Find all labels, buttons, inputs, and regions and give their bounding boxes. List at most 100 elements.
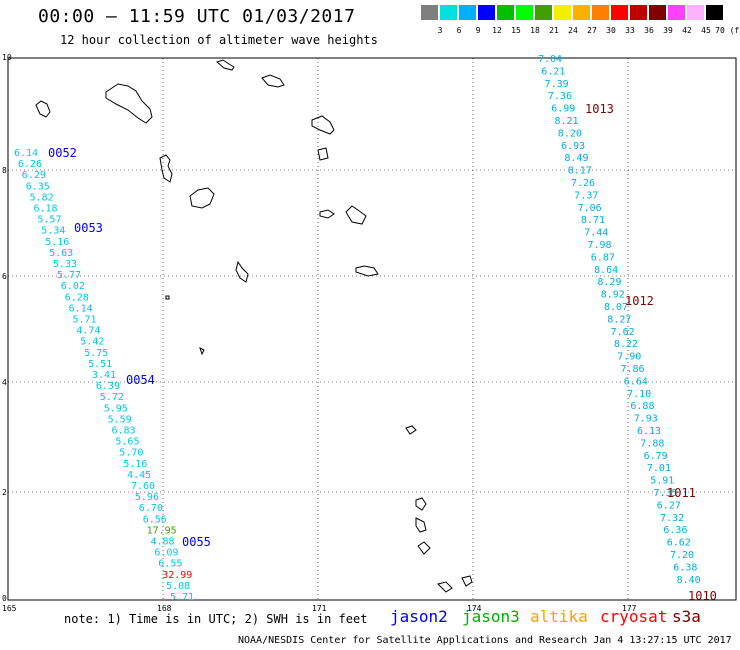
colorbar-label: 9 [475, 26, 481, 35]
colorbar-swatch [497, 5, 514, 20]
island [345, 205, 367, 225]
wave-height-value: 8.40 [677, 575, 701, 586]
lat-tick-label: 10 [2, 53, 12, 62]
wave-height-value: 7.36 [548, 91, 572, 102]
colorbar-label: 18 [530, 26, 540, 35]
wave-height-value: 8.21 [555, 116, 579, 127]
wave-height-value: 5.63 [49, 248, 73, 259]
lon-tick-label: 174 [467, 604, 482, 613]
wave-height-value: 6.28 [65, 292, 89, 303]
lon-tick-label: 177 [622, 604, 637, 613]
wave-height-value: 6.64 [624, 376, 648, 387]
pass-id-label: 0055 [182, 535, 211, 549]
wave-height-value: 7.32 [660, 513, 684, 524]
wave-height-value: 5.16 [45, 237, 69, 248]
wave-height-value: 8.07 [604, 302, 628, 313]
wave-height-value: 5.82 [30, 192, 54, 203]
wave-height-value: 6.26 [18, 159, 42, 170]
wave-height-value: 6.88 [630, 401, 654, 412]
wave-height-value: 5.96 [135, 492, 159, 503]
colorbar-label: 36 [644, 26, 654, 35]
wave-height-value: 8.49 [564, 153, 588, 164]
legend-s3a: s3a [672, 607, 701, 626]
island [165, 295, 170, 300]
wave-height-value: 6.70 [139, 503, 163, 514]
wave-height-value: 6.62 [667, 538, 691, 549]
colorbar-label: 45 [701, 26, 711, 35]
colorbar-swatch [516, 5, 533, 20]
colorbar-swatch [630, 5, 647, 20]
colorbar-label: 30 [606, 26, 616, 35]
island [405, 425, 417, 435]
island [317, 147, 329, 161]
map-title: 00:00 — 11:59 UTC 01/03/2017 [38, 6, 356, 27]
wave-height-value: 6.21 [541, 66, 565, 77]
wave-height-value: 3.41 [92, 370, 116, 381]
pass-id-label: 1010 [688, 589, 717, 603]
island [417, 541, 431, 555]
lat-tick-label: 4 [2, 378, 7, 387]
wave-height-value: 8.29 [597, 277, 621, 288]
colorbar-label: 33 [625, 26, 635, 35]
island [415, 517, 427, 533]
wave-height-value: 5.42 [80, 337, 104, 348]
pass-id-label: 1012 [625, 294, 654, 308]
island [35, 100, 51, 118]
pass-id-label: 0053 [74, 221, 103, 235]
island [319, 209, 335, 219]
island [311, 115, 335, 135]
island [461, 575, 473, 587]
wave-height-value: 5.71 [73, 315, 97, 326]
wave-height-value: 4.88 [151, 537, 175, 548]
island [159, 154, 173, 183]
wave-height-value: 5.95 [104, 403, 128, 414]
wave-height-value: 6.36 [663, 525, 687, 536]
wave-height-value: 6.27 [657, 500, 681, 511]
wave-height-value: 7.62 [611, 327, 635, 338]
lat-tick-label: 6 [2, 272, 7, 281]
wave-height-value: 7.44 [584, 228, 608, 239]
colorbar-swatch [554, 5, 571, 20]
map-frame [7, 57, 737, 601]
colorbar-swatch [687, 5, 704, 20]
wave-height-value: 7.35 [654, 488, 678, 499]
wave-height-value: 7.86 [621, 364, 645, 375]
wave-height-value: 8.27 [607, 314, 631, 325]
wave-height-value: 7.93 [634, 414, 658, 425]
wave-height-value: 5.65 [115, 437, 139, 448]
colorbar-swatch [668, 5, 685, 20]
colorbar-swatch [592, 5, 609, 20]
wave-height-value: 32.99 [162, 570, 192, 581]
wave-height-value: 5.77 [57, 270, 81, 281]
wave-height-value: 5.08 [166, 581, 190, 592]
wave-height-value: 7.37 [574, 190, 598, 201]
wave-height-value: 5.72 [100, 392, 124, 403]
legend-jason3: jason3 [462, 607, 520, 626]
altimeter-track-east: 7.046.21 7.397.36 6.998.218.20 6.938.49 8.17… [538, 54, 701, 586]
wave-height-value: 6.87 [591, 252, 615, 263]
wave-height-value: 5.57 [37, 215, 61, 226]
wave-height-value: 6.39 [96, 381, 120, 392]
wave-height-value: 6.14 [14, 148, 38, 159]
pass-id-label: 1013 [585, 102, 614, 116]
legend-jason2: jason2 [390, 607, 448, 626]
pass-id-label: 0054 [126, 373, 155, 387]
wave-height-value: 8.17 [568, 166, 592, 177]
island [437, 581, 453, 593]
colorbar-label: 15 [511, 26, 521, 35]
colorbar-swatch [535, 5, 552, 20]
legend-altika: altika [530, 607, 588, 626]
island [189, 187, 215, 209]
altimeter-track-west: 6.146.266.296.355.826.185.575.345.165.63… [14, 148, 194, 603]
lat-tick-label: 2 [2, 488, 7, 497]
island [199, 347, 205, 356]
pass-id-label: 1011 [667, 486, 696, 500]
island [355, 265, 379, 277]
wave-height-value: 7.10 [627, 389, 651, 400]
wave-height-value: 5.34 [41, 226, 65, 237]
wave-height-value: 6.99 [551, 104, 575, 115]
wave-height-value: 7.04 [538, 54, 562, 65]
colorbar-swatch [440, 5, 457, 20]
wave-height-value: 6.09 [154, 548, 178, 559]
